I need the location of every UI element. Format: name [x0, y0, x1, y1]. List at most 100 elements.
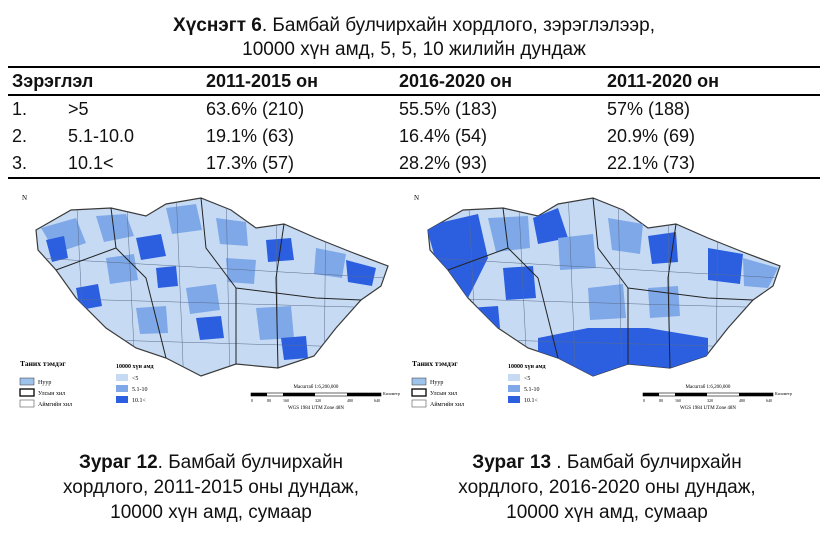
- scale-tick: 320: [315, 398, 321, 403]
- district-mid: [314, 248, 346, 278]
- map-2016-2020: N Таних тэмдэг Нуур Улсын хил Аймгийн хи…: [411, 194, 792, 411]
- scale-title: 10000 хүн амд: [116, 364, 154, 370]
- district-high: [281, 336, 308, 360]
- district-mid: [96, 214, 134, 242]
- scale-high: 10.1<: [524, 398, 539, 404]
- table-row: 1. >5 63.6% (210) 55.5% (183) 57% (188): [8, 95, 820, 123]
- scale-text: Масштаб 1:6,200,000: [294, 385, 339, 390]
- district-mid: [588, 284, 626, 320]
- row-value-2011-2015: 63.6% (210): [206, 99, 305, 119]
- scale-mid: 5.1-10: [524, 387, 540, 393]
- district-mid: [488, 216, 530, 252]
- district-high: [468, 306, 500, 330]
- row-range: >5: [68, 99, 89, 119]
- scale-low: <5: [132, 376, 138, 382]
- scale-text: Масштаб 1:6,200,000: [686, 385, 731, 390]
- district-high: [538, 328, 708, 376]
- district-mid: [256, 306, 294, 340]
- caption-label: Зураг 12: [78, 452, 158, 473]
- figure-caption-13: Зураг 13 . Бамбай булчирхайн хордлого, 2…: [412, 450, 802, 525]
- district-mid: [136, 306, 168, 334]
- map-2011-2015: N Таних тэмдэг Нуур Улсын хил Аймгийн хи…: [19, 194, 400, 411]
- caption-label: Зураг 13: [472, 452, 552, 473]
- scale-bar: Масштаб 1:6,200,000 0 80 160 320 480 640…: [250, 385, 400, 411]
- scale-unit: Километр: [775, 391, 792, 396]
- district-grid: [428, 198, 780, 376]
- scale-tick: 320: [707, 398, 713, 403]
- legend-lake: Нуур: [430, 380, 443, 386]
- district-mid: [608, 218, 643, 254]
- scale-tick: 160: [283, 398, 289, 403]
- scale-title: 10000 хүн амд: [508, 364, 546, 370]
- table-title-line2: 10000 хүн амд, 5, 5, 10 жилийн дундаж: [242, 39, 586, 60]
- legend-title: Таних тэмдэг: [412, 359, 458, 368]
- district-high: [708, 248, 743, 284]
- scale-tick: 80: [267, 398, 271, 403]
- table-title: Хүснэгт 6. Бамбай булчирхайн хордлого, з…: [0, 14, 828, 62]
- scale-unit: Километр: [383, 391, 400, 396]
- scale-tick: 160: [675, 398, 681, 403]
- header-grade: Зэрэглэл: [8, 66, 202, 96]
- row-value-2011-2020: 57% (188): [607, 99, 691, 119]
- header-2011-2020: 2011-2020 он: [603, 66, 820, 96]
- map-legend: Таних тэмдэг Нуур Улсын хил Аймгийн хил …: [19, 359, 154, 408]
- table-title-text: . Бамбай булчирхайн хордлого, зэрэглэлээ…: [261, 15, 655, 36]
- district-high: [156, 266, 178, 288]
- north-arrow-label: N: [414, 194, 419, 202]
- table-title-label: Хүснэгт 6: [173, 15, 262, 36]
- row-range: 5.1-10.0: [68, 126, 135, 146]
- table-header-row: Зэрэглэл 2011-2015 он 2016-2020 он 2011-…: [8, 66, 820, 96]
- north-arrow-label: N: [22, 194, 27, 202]
- district-high: [648, 232, 678, 264]
- district-mid: [558, 234, 596, 270]
- caption-line1: . Бамбай булчирхайн: [551, 452, 742, 473]
- scale-high: 10.1<: [132, 398, 147, 404]
- district-mid: [166, 204, 202, 234]
- scale-tick: 0: [251, 398, 253, 403]
- caption-line1: . Бамбай булчирхайн: [157, 452, 344, 473]
- district-mid: [186, 284, 220, 314]
- row-value-2011-2015: 17.3% (57): [202, 150, 395, 179]
- district-mid: [226, 258, 256, 284]
- legend-aimag: Аймгийн хил: [430, 401, 464, 408]
- row-number: 2.: [12, 126, 28, 146]
- aimag-border: [55, 197, 362, 369]
- map-legend: Таних тэмдэг Нуур Улсын хил Аймгийн хил …: [411, 359, 546, 408]
- district-high: [76, 284, 102, 310]
- district-high: [533, 208, 568, 244]
- legend-aimag: Аймгийн хил: [38, 401, 72, 408]
- projection-text: WGS 1984 UTM Zone 48N: [680, 406, 736, 411]
- aimag-border: [447, 197, 754, 369]
- row-value-2016-2020: 28.2% (93): [395, 150, 603, 179]
- district-high: [136, 234, 166, 260]
- row-value-2011-2020: 22.1% (73): [603, 150, 820, 179]
- scale-tick: 480: [739, 398, 745, 403]
- projection-text: WGS 1984 UTM Zone 48N: [288, 406, 344, 411]
- district-mid: [106, 254, 138, 284]
- scale-tick: 480: [347, 398, 353, 403]
- district-high: [46, 236, 68, 262]
- district-high: [196, 316, 224, 340]
- figure-caption-12: Зураг 12. Бамбай булчирхайн хордлого, 20…: [16, 450, 406, 525]
- scale-low: <5: [524, 376, 530, 382]
- district-high: [346, 260, 376, 286]
- scale-mid: 5.1-10: [132, 387, 148, 393]
- row-value-2016-2020: 55.5% (183): [399, 99, 498, 119]
- header-2011-2015: 2011-2015 он: [202, 66, 395, 96]
- table-row: 2. 5.1-10.0 19.1% (63) 16.4% (54) 20.9% …: [8, 123, 820, 150]
- row-range: 10.1<: [64, 150, 202, 179]
- district-grid: [36, 198, 388, 376]
- district-mid: [216, 218, 248, 246]
- scale-tick: 640: [766, 398, 772, 403]
- row-value-2011-2020: 20.9% (69): [607, 126, 696, 146]
- row-value-2011-2015: 19.1% (63): [206, 126, 295, 146]
- caption-line3: 10000 хүн амд, сумаар: [506, 502, 708, 523]
- scale-tick: 80: [659, 398, 663, 403]
- district-mid: [743, 258, 778, 288]
- thyroid-table: Зэрэглэл 2011-2015 он 2016-2020 он 2011-…: [8, 66, 820, 179]
- scale-tick: 640: [374, 398, 380, 403]
- row-number: 1.: [12, 99, 28, 119]
- caption-line2: хордлого, 2016-2020 оны дундаж,: [458, 477, 756, 498]
- legend-lake: Нуур: [38, 380, 51, 386]
- caption-line3: 10000 хүн амд, сумаар: [110, 502, 312, 523]
